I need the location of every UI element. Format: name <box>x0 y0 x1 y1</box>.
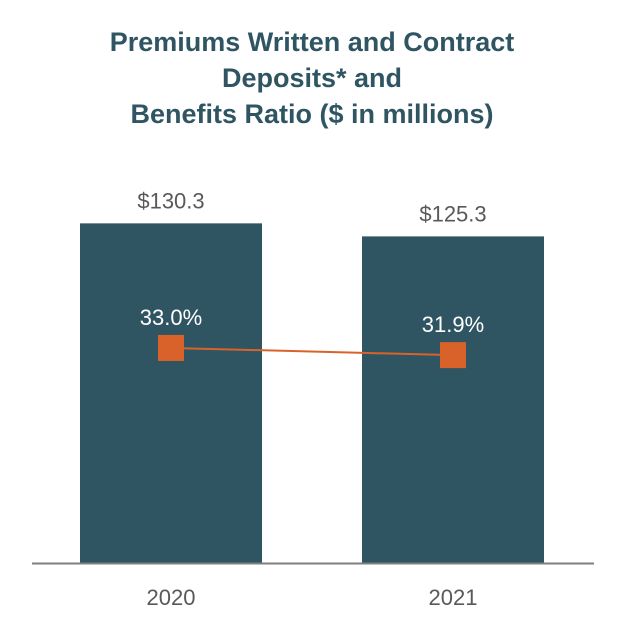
ratio-marker-2021 <box>440 342 466 369</box>
ratio-marker-2020 <box>158 334 184 361</box>
chart-title-line-3: Benefits Ratio ($ in millions) <box>130 99 494 129</box>
chart-title-line-1: Premiums Written and Contract <box>109 27 515 57</box>
chart-title-line-2: Deposits* and <box>221 63 403 93</box>
bar-value-label-2020: $130.3 <box>137 188 204 213</box>
x-tick-label-2020: 2020 <box>147 585 196 610</box>
ratio-series-line <box>170 346 454 357</box>
chart-title: Premiums Written and Contract Deposits* … <box>0 24 624 132</box>
bar-2020 <box>80 223 262 564</box>
bar-value-label-2021: $125.3 <box>419 201 486 226</box>
bar-2021 <box>362 236 544 563</box>
ratio-value-label-2021: 31.9% <box>422 312 484 337</box>
ratio-value-label-2020: 33.0% <box>140 305 202 330</box>
x-tick-label-2021: 2021 <box>429 585 478 610</box>
